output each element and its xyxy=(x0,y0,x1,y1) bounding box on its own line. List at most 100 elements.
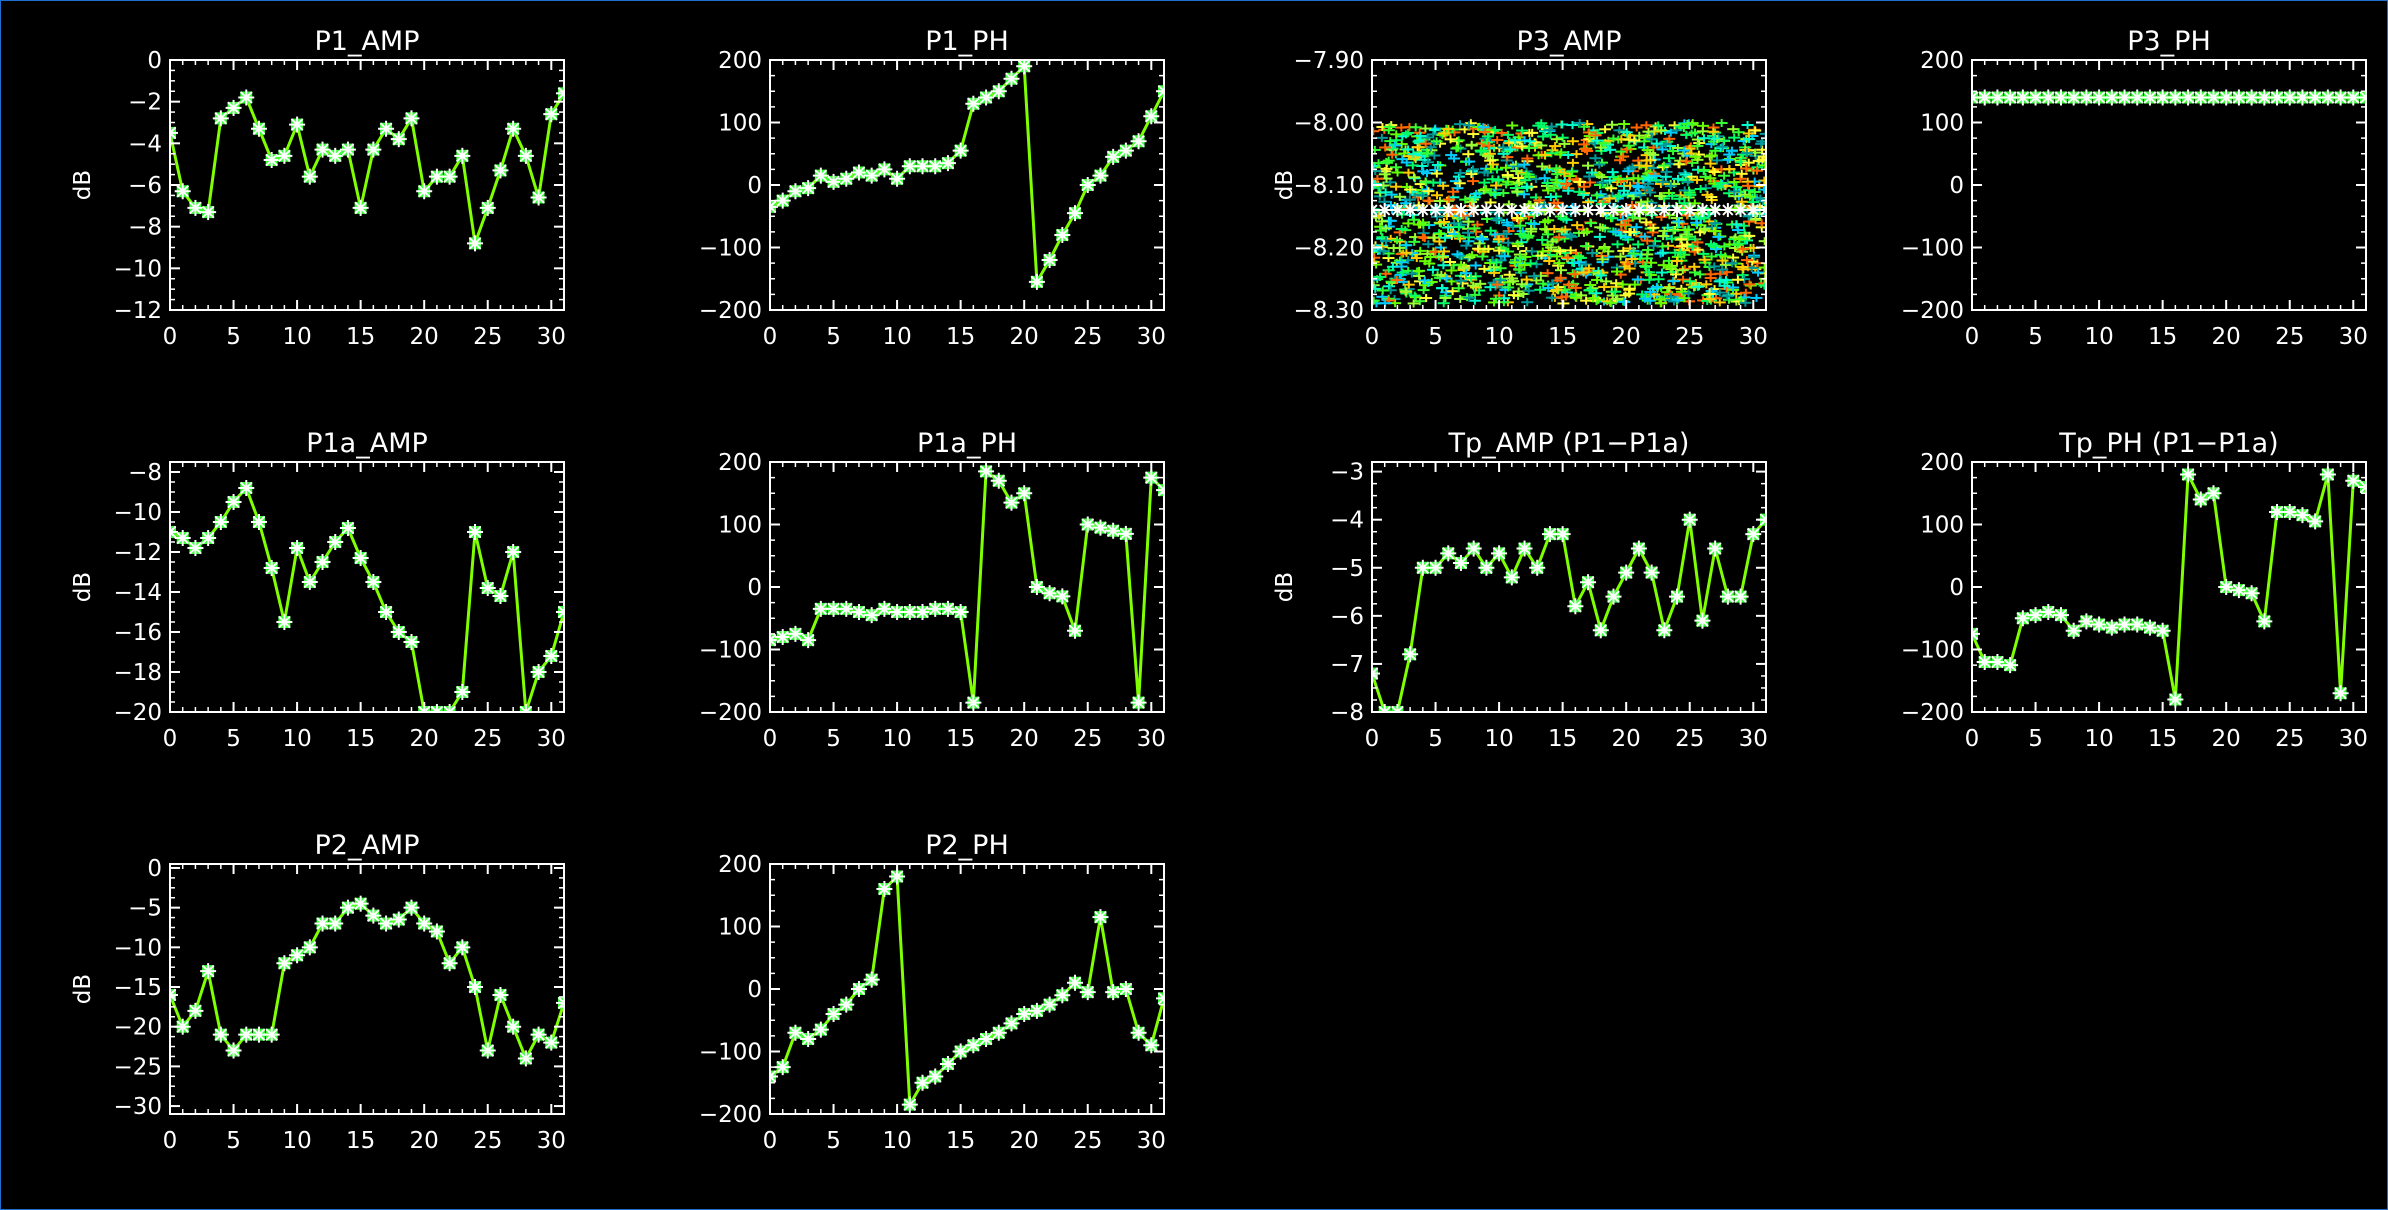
p2-amp-point xyxy=(428,923,445,940)
tp-amp-title: Tp_AMP (P1−P1a) xyxy=(1448,428,1690,459)
p1a-ph-point xyxy=(1067,622,1084,639)
p3-amp-point xyxy=(1708,203,1723,217)
p3-ph-xtick-label: 10 xyxy=(2084,324,2113,350)
p2-amp-panel: P2_AMP dB 0 5 10 15 20 25 30 0 −5 −10 −15 −20 −25 −30 xyxy=(70,830,566,1154)
p1-amp-point xyxy=(200,204,217,221)
tp-ph-ytick-label: 100 xyxy=(1920,513,1964,539)
tp-amp-ytick-label: −8 xyxy=(1330,700,1364,726)
p1a-ph-point xyxy=(1092,519,1109,536)
p1-ph-ytick-label: −100 xyxy=(699,236,762,262)
p1a-amp-point xyxy=(467,524,484,540)
p3-amp-ylabel: dB xyxy=(1272,170,1298,200)
p1-ph-point xyxy=(800,180,817,197)
tp-ph-point xyxy=(2129,616,2146,633)
p1-ph-point xyxy=(939,155,956,172)
tp-amp-ytick-label: −4 xyxy=(1330,508,1364,534)
p3-amp-point xyxy=(1555,203,1570,217)
p1-amp-point xyxy=(238,89,255,106)
tp-amp-point xyxy=(1372,665,1380,682)
p3-amp-point xyxy=(1670,203,1685,217)
tp-ph-point xyxy=(2154,622,2171,639)
p2-ph-point xyxy=(800,1031,817,1047)
p3-amp-point xyxy=(1390,203,1405,217)
p1-amp-point xyxy=(556,85,564,102)
p3-amp-point xyxy=(1695,203,1710,217)
p1a-amp-point xyxy=(530,664,547,680)
p1-amp-point xyxy=(170,124,178,141)
p2-amp-series-line xyxy=(170,901,564,1062)
p1a-amp-point xyxy=(365,574,382,590)
p1a-ph-xtick-label: 25 xyxy=(1073,726,1102,752)
tp-amp-xtick-label: 15 xyxy=(1548,726,1577,752)
p2-amp-point xyxy=(479,1042,496,1059)
p1a-ph-ytick-label: 200 xyxy=(718,450,762,476)
p1a-amp-xtick-label: 20 xyxy=(410,726,439,752)
tp-ph-panel: Tp_PH (P1−P1a) 0 5 10 15 20 25 30 200 100 0 −100 −20… xyxy=(1901,428,2368,752)
p1a-ph-point xyxy=(990,472,1007,489)
p2-amp-ytick-label: 0 xyxy=(147,856,162,882)
p1a-ph-point xyxy=(1079,516,1096,533)
p1-ph-ytick-label: −200 xyxy=(699,298,762,324)
tp-ph-point xyxy=(2103,619,2120,636)
p3-amp-point xyxy=(1759,203,1766,217)
p1a-amp-point xyxy=(314,554,331,570)
p2-amp-point xyxy=(378,915,395,932)
p1a-ph-ytick-label: 100 xyxy=(718,513,762,539)
p2-amp-xtick-label: 15 xyxy=(346,1128,375,1154)
p1-amp-xtick-label: 0 xyxy=(163,324,178,350)
tp-ph-point xyxy=(2332,685,2349,702)
tp-amp-axes xyxy=(1371,461,1767,713)
p1-ph-data xyxy=(770,60,1164,290)
p1-ph-point xyxy=(1143,108,1160,125)
p1a-amp-data xyxy=(170,480,564,712)
tp-ph-point xyxy=(2269,504,2286,520)
p2-amp-xtick-label: 0 xyxy=(163,1128,178,1154)
p2-ph-title: P2_PH xyxy=(925,830,1009,861)
p1a-ph-point xyxy=(1054,588,1071,605)
p3-amp-point xyxy=(1441,203,1456,217)
p3-amp-point xyxy=(1504,203,1519,217)
p1-ph-point xyxy=(876,161,893,178)
p1a-ph-panel: P1a_PH 0 5 10 15 20 25 30 200 100 0 −100 −200 xyxy=(699,428,1166,752)
p1-ph-point xyxy=(1130,133,1147,150)
p2-amp-ytick-label: −15 xyxy=(113,975,162,1001)
tp-ph-point xyxy=(2167,691,2184,708)
p3-amp-point xyxy=(1733,203,1748,217)
tp-ph-point xyxy=(2281,504,2298,520)
p1a-amp-point xyxy=(479,580,496,596)
p3-amp-point xyxy=(1682,203,1697,217)
p3-amp-point xyxy=(1657,203,1672,217)
p1-amp-point xyxy=(314,141,331,158)
p1-amp-point xyxy=(390,131,407,148)
p1a-ph-point xyxy=(770,632,778,649)
tp-ph-point xyxy=(2116,616,2133,633)
p3-amp-point xyxy=(1720,203,1735,217)
p1-amp-ytick-label: −12 xyxy=(113,298,162,324)
tp-ph-point xyxy=(2319,466,2336,483)
tp-amp-point xyxy=(1618,564,1635,581)
p2-amp-ytick-label: −20 xyxy=(113,1015,162,1041)
p1-amp-point xyxy=(365,141,382,158)
p3-amp-panel: P3_AMP dB 0 5 10 15 20 25 30 −7.90 −8.00 −8.10 −8.20… xyxy=(1272,26,1768,350)
p3-amp-point xyxy=(1372,203,1379,217)
p2-amp-point xyxy=(263,1026,280,1043)
p1a-amp-point xyxy=(454,684,471,700)
p1-ph-point xyxy=(1079,177,1096,193)
p1-ph-ytick-label: 0 xyxy=(747,173,762,199)
p1a-amp-point xyxy=(263,560,280,576)
p1-ph-point xyxy=(978,89,995,106)
p2-amp-point xyxy=(403,899,420,916)
tp-amp-point xyxy=(1478,559,1495,576)
tp-amp-point xyxy=(1440,545,1457,562)
p1-ph-xtick-label: 30 xyxy=(1137,324,1166,350)
p1a-amp-ytick-label: −20 xyxy=(113,700,162,726)
p1a-amp-point xyxy=(428,704,445,712)
p1a-ph-point xyxy=(774,629,791,645)
p2-amp-point xyxy=(517,1050,534,1067)
p1-ph-xtick-label: 10 xyxy=(882,324,911,350)
p2-amp-point xyxy=(365,907,382,924)
p1-ph-point xyxy=(850,164,867,181)
tp-amp-xtick-label: 20 xyxy=(1612,726,1641,752)
p2-amp-point xyxy=(543,1034,560,1051)
